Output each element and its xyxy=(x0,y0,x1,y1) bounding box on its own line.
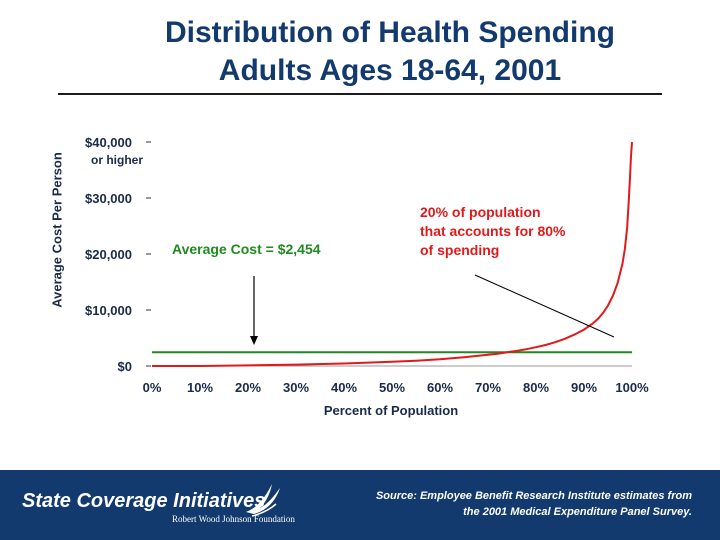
x-tick-label: 30% xyxy=(283,380,309,395)
x-tick-label: 60% xyxy=(427,380,453,395)
average-arrow-head xyxy=(250,336,258,345)
page-title: Distribution of Health Spending Adults A… xyxy=(60,14,720,90)
source-line-2: the 2001 Medical Expenditure Panel Surve… xyxy=(463,506,692,518)
title-line-1: Distribution of Health Spending xyxy=(165,16,615,49)
annotation-line-2: that accounts for 80% xyxy=(420,223,566,239)
annotation-line-3: of spending xyxy=(420,242,499,258)
y-tick-label: $0 xyxy=(118,359,132,374)
x-tick-label: 90% xyxy=(571,380,597,395)
y-tick-label: $10,000 xyxy=(85,303,132,318)
x-tick-label: 50% xyxy=(379,380,405,395)
foundation-name: Robert Wood Johnson Foundation xyxy=(172,514,295,524)
annotation-line-1: 20% of population xyxy=(420,204,541,220)
annotation-text: 20% of population that accounts for 80% … xyxy=(420,204,569,258)
annotation-pointer xyxy=(474,274,615,338)
y-tick-label: $40,000 xyxy=(85,135,132,150)
x-axis-label: Percent of Population xyxy=(324,403,458,418)
y-tick-sublabel: or higher xyxy=(91,153,143,167)
x-tick-label: 20% xyxy=(235,380,261,395)
y-axis: $0 $10,000 $20,000 $30,000 $40,000 or higher xyxy=(85,135,151,374)
source-note: Source: Employee Benefit Research Instit… xyxy=(312,488,692,520)
title-line-2: Adults Ages 18-64, 2001 xyxy=(218,54,562,87)
x-tick-label: 100% xyxy=(615,380,649,395)
x-tick-label: 70% xyxy=(475,380,501,395)
org-name: State Coverage Initiatives xyxy=(22,490,266,512)
y-tick-label: $30,000 xyxy=(85,191,132,206)
average-cost-label: Average Cost = $2,454 xyxy=(172,241,321,257)
source-line-1: Source: Employee Benefit Research Instit… xyxy=(375,490,692,502)
series-line-spending xyxy=(152,141,633,367)
x-tick-label: 0% xyxy=(143,380,162,395)
eagle-logo-icon xyxy=(246,484,280,517)
x-tick-label: 10% xyxy=(187,380,213,395)
y-tick-label: $20,000 xyxy=(85,247,132,262)
x-tick-label: 40% xyxy=(331,380,357,395)
footer-bar: State Coverage Initiatives Robert Wood J… xyxy=(0,470,720,540)
x-tick-label: 80% xyxy=(523,380,549,395)
title-divider xyxy=(58,93,662,95)
x-axis: 0% 10% 20% 30% 40% 50% 60% 70% 80% 90% 100% xyxy=(143,365,649,395)
